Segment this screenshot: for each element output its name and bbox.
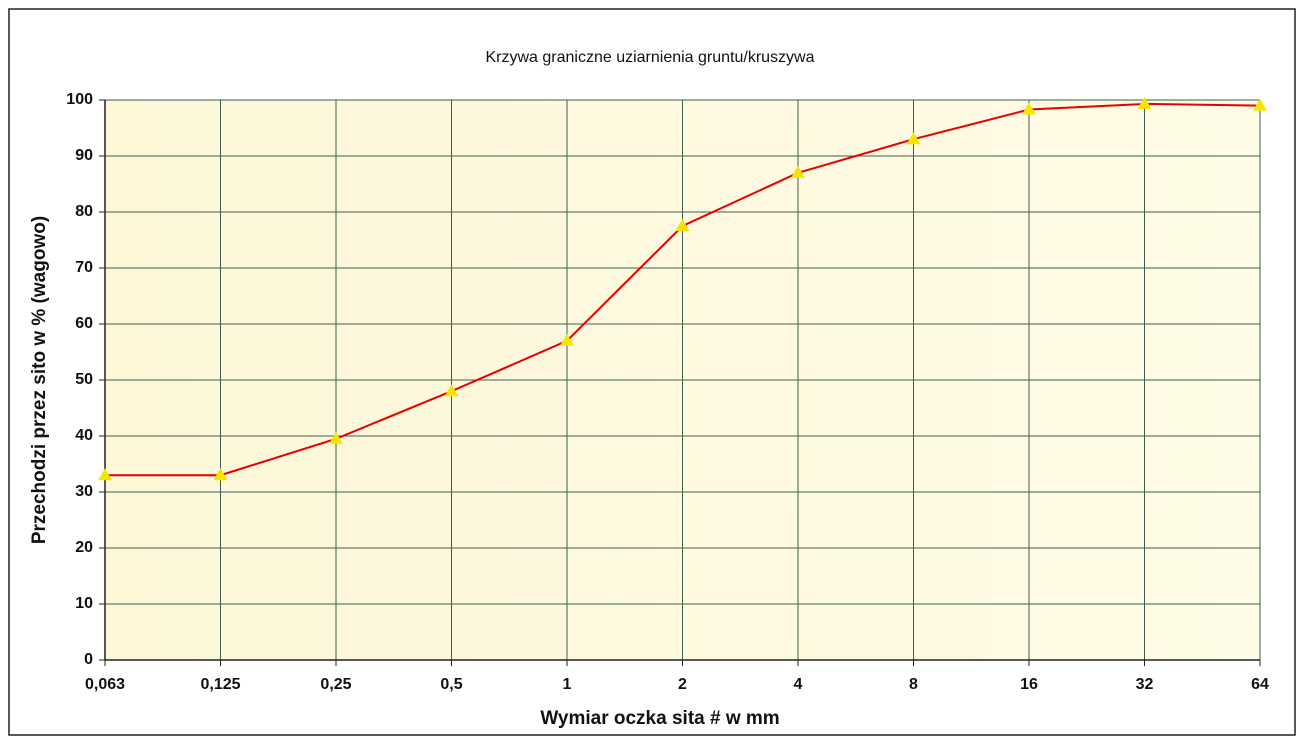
x-tick-label: 64	[1251, 676, 1269, 693]
y-tick-label: 10	[75, 595, 93, 612]
x-tick-label: 16	[1020, 676, 1038, 693]
y-axis-label: Przechodzi przez sito w % (wagowo)	[29, 216, 50, 544]
data-marker	[675, 219, 690, 231]
data-marker	[1137, 96, 1152, 109]
x-tick-label: 4	[794, 676, 803, 693]
y-tick-label: 80	[75, 203, 93, 220]
x-tick-label: 0,063	[85, 676, 125, 693]
x-tick-label: 2	[678, 676, 687, 693]
data-marker	[444, 384, 459, 397]
y-tick-label: 30	[75, 483, 93, 500]
data-marker	[560, 333, 574, 346]
x-tick-label: 32	[1136, 676, 1154, 693]
y-tick-label: 60	[75, 315, 93, 332]
data-marker	[329, 431, 343, 444]
data-marker	[1022, 102, 1036, 115]
y-tick-label: 50	[75, 371, 93, 388]
chart-title: Krzywa graniczne uziarnienia gruntu/krus…	[485, 49, 814, 66]
x-tick-label: 1	[563, 676, 572, 693]
y-tick-label: 70	[75, 259, 93, 276]
x-tick-label: 0,25	[320, 676, 351, 693]
data-marker	[213, 468, 228, 481]
x-tick-label: 0,5	[440, 676, 462, 693]
y-tick-label: 90	[75, 147, 93, 164]
x-axis-label: Wymiar oczka sita # w mm	[540, 708, 779, 729]
y-tick-label: 20	[75, 539, 93, 556]
y-tick-label: 40	[75, 427, 93, 444]
data-marker	[791, 165, 805, 178]
x-tick-label: 0,125	[200, 676, 240, 693]
data-marker	[906, 132, 921, 145]
y-tick-label: 100	[66, 91, 93, 108]
y-tick-label: 0	[84, 651, 93, 668]
data-marker	[1253, 98, 1267, 111]
x-tick-label: 8	[909, 676, 918, 693]
data-marker	[98, 468, 112, 481]
